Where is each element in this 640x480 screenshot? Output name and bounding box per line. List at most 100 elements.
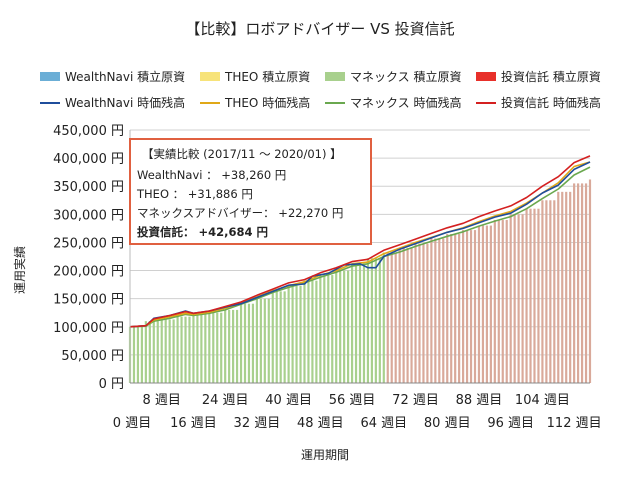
x-tick-label: 80 週目 (424, 416, 471, 431)
principal-bar (339, 270, 342, 383)
principal-bar (577, 183, 580, 383)
principal-bar (299, 285, 302, 383)
x-tick-label: 104 週目 (515, 393, 570, 408)
principal-bar (196, 314, 199, 383)
principal-bar (184, 316, 187, 383)
chart-title: 【比較】ロボアドバイザー VS 投資信託 (185, 20, 454, 38)
principal-bar (192, 314, 195, 383)
principal-bar (350, 263, 354, 383)
y-tick-label: 450,000 円 (53, 124, 124, 139)
principal-bar (315, 280, 318, 383)
principal-bar (287, 285, 290, 383)
principal-bar (517, 214, 520, 383)
principal-bar (204, 314, 207, 383)
principal-bar (323, 275, 326, 383)
principal-bar (481, 225, 485, 383)
legend-swatch (476, 72, 496, 81)
principal-bar (228, 309, 231, 383)
principal-bar (208, 312, 211, 383)
principal-bar (335, 270, 338, 383)
principal-bar (402, 248, 405, 383)
annotation-line: WealthNavi ： +38,260 円 (137, 168, 286, 182)
annotation-box: 【実績比較 (2017/11 ～ 2020/01) 】 WealthNavi ： … (129, 138, 372, 245)
principal-bar (410, 248, 413, 383)
principal-bar (434, 238, 437, 383)
principal-bar (394, 252, 397, 383)
principal-bar (561, 191, 564, 383)
y-tick-label: 250,000 円 (53, 236, 124, 251)
principal-bar (545, 200, 548, 383)
principal-bar (489, 225, 492, 383)
principal-bar (232, 309, 235, 383)
legend-entry-label: WealthNavi 時価残高 (65, 95, 185, 110)
principal-bar (307, 280, 310, 383)
principal-bar (235, 309, 239, 383)
principal-bar (347, 270, 350, 383)
x-tick-label: 112 週目 (547, 416, 602, 431)
x-tick-label: 8 週目 (143, 393, 181, 408)
principal-bar (303, 280, 306, 383)
y-tick-label: 350,000 円 (53, 180, 124, 195)
principal-bar (469, 230, 473, 383)
principal-bar (569, 191, 572, 383)
series-line (129, 166, 591, 328)
principal-bar (505, 219, 508, 383)
y-tick-label: 50,000 円 (61, 349, 124, 364)
principal-bar (418, 243, 421, 383)
principal-bar (295, 285, 298, 383)
annotation-line: 投資信託： +42,684 円 (137, 225, 268, 239)
annotation-title: 【実績比較 (2017/11 ～ 2020/01) 】 (142, 147, 342, 161)
principal-bar (513, 214, 516, 383)
principal-bar (446, 234, 449, 383)
x-tick-label: 16 週目 (170, 416, 217, 431)
principal-bar (584, 183, 588, 383)
legend-entry-label: 投資信託 積立原資 (501, 69, 601, 84)
x-axis-label: 運用期間 (301, 448, 349, 462)
principal-bar (465, 230, 469, 383)
principal-bar (501, 219, 504, 383)
y-tick-label: 400,000 円 (53, 152, 124, 167)
principal-bar (430, 238, 433, 383)
principal-bar (406, 248, 409, 383)
principal-bar (454, 234, 457, 383)
principal-bar (358, 263, 362, 383)
principal-bar (477, 225, 481, 383)
principal-bar (267, 298, 270, 383)
y-axis-label: 運用実績 (12, 246, 27, 294)
legend-swatch (325, 72, 345, 81)
principal-bar (343, 270, 346, 383)
principal-bar (212, 312, 215, 383)
principal-bar (398, 248, 401, 383)
principal-bar (188, 316, 191, 383)
principal-bar (565, 191, 568, 383)
principal-bar (462, 230, 465, 383)
legend-swatch (40, 72, 60, 81)
principal-bar (224, 309, 227, 383)
principal-bar (366, 258, 370, 383)
principal-bar (485, 225, 488, 383)
principal-bar (493, 219, 496, 383)
principal-bar (239, 303, 243, 383)
principal-bar (378, 258, 381, 383)
principal-bar (311, 280, 314, 383)
principal-bar (259, 298, 262, 383)
principal-bar (243, 303, 247, 383)
line-layer (129, 155, 591, 328)
principal-bar (426, 243, 429, 383)
principal-bar (327, 275, 330, 383)
principal-bar (319, 275, 322, 383)
principal-bar (220, 312, 223, 383)
principal-bar (291, 285, 294, 383)
principal-bar (172, 319, 175, 383)
principal-bar (180, 316, 183, 383)
principal-bar (156, 321, 159, 383)
principal-bar (164, 319, 167, 383)
principal-bar (588, 179, 592, 383)
series-line (129, 155, 591, 328)
principal-bar (473, 230, 477, 383)
principal-bar (450, 234, 453, 383)
principal-bar (537, 208, 540, 383)
principal-bar (176, 316, 179, 383)
x-tick-label: 56 週目 (329, 393, 376, 408)
principal-bar (549, 200, 552, 383)
